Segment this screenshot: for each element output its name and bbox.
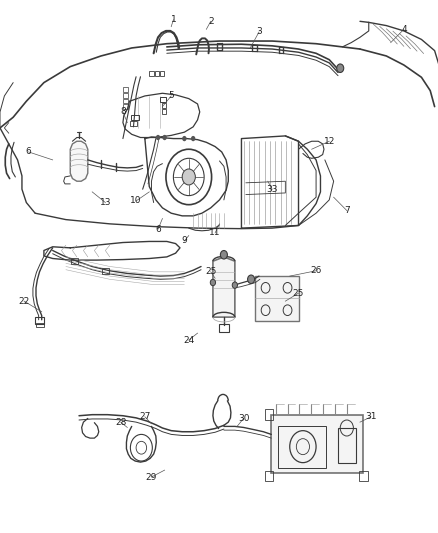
Text: 26: 26 bbox=[310, 266, 321, 275]
Text: 1: 1 bbox=[170, 15, 176, 24]
Bar bbox=[264, 471, 273, 481]
Circle shape bbox=[220, 251, 227, 259]
Text: 10: 10 bbox=[130, 197, 141, 205]
Text: 22: 22 bbox=[18, 297, 30, 305]
Text: 24: 24 bbox=[183, 336, 194, 344]
Circle shape bbox=[336, 64, 343, 72]
Bar bbox=[123, 87, 128, 92]
Circle shape bbox=[247, 275, 254, 284]
Bar bbox=[123, 104, 128, 109]
Circle shape bbox=[182, 169, 195, 185]
Circle shape bbox=[232, 282, 237, 288]
Bar bbox=[337, 428, 355, 463]
Bar bbox=[35, 317, 44, 324]
Circle shape bbox=[182, 136, 186, 141]
Polygon shape bbox=[212, 257, 234, 317]
Circle shape bbox=[162, 135, 166, 140]
Bar bbox=[277, 426, 325, 468]
Bar bbox=[160, 97, 165, 102]
Polygon shape bbox=[271, 415, 363, 473]
Text: 29: 29 bbox=[145, 473, 157, 481]
Bar bbox=[131, 115, 138, 120]
Text: 12: 12 bbox=[323, 137, 334, 146]
Bar bbox=[123, 93, 128, 98]
Bar bbox=[358, 471, 367, 481]
Bar bbox=[123, 99, 128, 103]
Bar bbox=[162, 109, 166, 114]
Bar bbox=[129, 121, 137, 126]
Bar bbox=[161, 103, 166, 108]
Circle shape bbox=[210, 279, 215, 286]
Text: 33: 33 bbox=[266, 185, 277, 193]
Text: 3: 3 bbox=[255, 28, 261, 36]
Bar bbox=[149, 71, 153, 76]
Text: 25: 25 bbox=[205, 268, 216, 276]
Text: 31: 31 bbox=[364, 413, 376, 421]
Text: 27: 27 bbox=[139, 413, 150, 421]
Text: 2: 2 bbox=[208, 17, 213, 26]
Polygon shape bbox=[254, 276, 298, 321]
Text: 28: 28 bbox=[115, 418, 126, 426]
Text: 9: 9 bbox=[181, 237, 187, 245]
Bar bbox=[154, 71, 159, 76]
Bar bbox=[264, 409, 273, 420]
Text: 5: 5 bbox=[168, 92, 174, 100]
Bar bbox=[218, 324, 229, 332]
Text: 8: 8 bbox=[120, 108, 126, 116]
Text: 7: 7 bbox=[343, 206, 349, 215]
Text: 4: 4 bbox=[400, 25, 406, 34]
Text: 30: 30 bbox=[237, 414, 249, 423]
Text: 11: 11 bbox=[209, 229, 220, 237]
Text: 25: 25 bbox=[292, 289, 304, 297]
Bar bbox=[102, 268, 109, 274]
Circle shape bbox=[155, 135, 160, 140]
Text: 6: 6 bbox=[25, 148, 32, 156]
Text: 6: 6 bbox=[155, 225, 161, 233]
Circle shape bbox=[191, 136, 195, 141]
Bar bbox=[159, 71, 164, 76]
Bar bbox=[36, 323, 44, 327]
Text: 13: 13 bbox=[99, 198, 111, 207]
Bar bbox=[71, 258, 78, 264]
Polygon shape bbox=[70, 141, 88, 181]
